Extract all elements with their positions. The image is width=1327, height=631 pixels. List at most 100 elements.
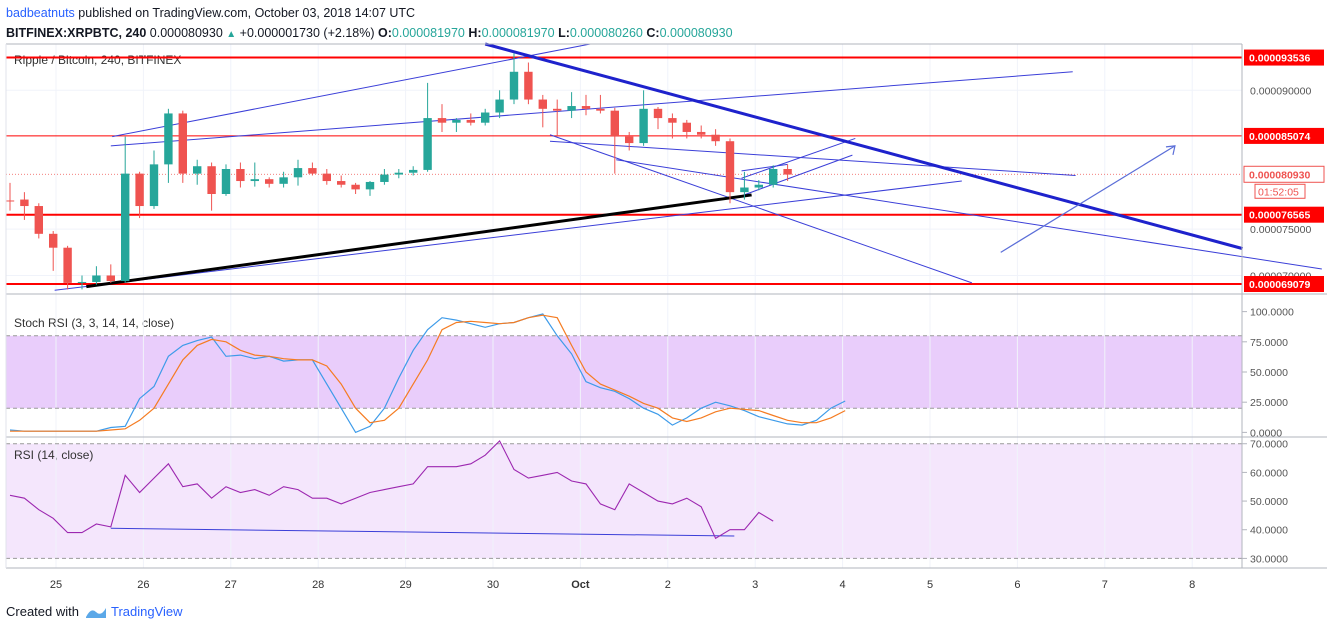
rsi-y-tick-label: 30.0000 bbox=[1250, 553, 1288, 565]
candle-body bbox=[322, 173, 331, 182]
descending-channel-mid bbox=[549, 140, 1076, 176]
candle-body bbox=[783, 169, 792, 175]
x-tick-label: Oct bbox=[571, 579, 590, 591]
high-value: 0.000081970 bbox=[481, 26, 555, 40]
author-link[interactable]: badbeatnuts bbox=[6, 6, 75, 20]
countdown-label: 01:52:05 bbox=[1258, 186, 1299, 198]
y-tick-label: 0.000090000 bbox=[1250, 85, 1311, 97]
x-tick-label: 2 bbox=[665, 579, 671, 591]
created-with-label: Created with bbox=[6, 604, 79, 619]
candle-body bbox=[20, 199, 29, 207]
stoch-y-tick-label: 75.0000 bbox=[1250, 337, 1288, 349]
wedge-top-short bbox=[741, 163, 788, 172]
price-tag-bg bbox=[1244, 127, 1324, 144]
price-tag-bg bbox=[1244, 206, 1324, 223]
low-label: L: bbox=[558, 26, 570, 40]
grid-lines bbox=[6, 44, 1242, 568]
close-label: C: bbox=[646, 26, 660, 40]
x-tick-label: 4 bbox=[840, 579, 846, 591]
candle-body bbox=[610, 110, 619, 137]
x-tick-label: 30 bbox=[487, 579, 499, 591]
candle-body bbox=[207, 166, 216, 194]
stoch-y-tick-label: 0.0000 bbox=[1250, 427, 1282, 439]
candle-body bbox=[34, 206, 43, 234]
x-tick-label: 26 bbox=[137, 579, 149, 591]
candle-body bbox=[625, 136, 634, 144]
major-downtrend-line bbox=[484, 42, 1244, 251]
candle-body bbox=[250, 179, 259, 182]
tradingview-logo-icon bbox=[85, 607, 106, 618]
projection-arrow-head bbox=[1165, 145, 1176, 155]
trendline-drawings[interactable] bbox=[6, 42, 1322, 537]
rsi-pane[interactable]: RSI (14, close) bbox=[6, 443, 1242, 559]
candle-body bbox=[5, 200, 15, 202]
change-value: +0.000001730 (+2.18%) bbox=[239, 26, 375, 40]
candle-body bbox=[279, 177, 288, 184]
candle-body bbox=[409, 169, 418, 173]
tradingview-brand[interactable]: TradingView bbox=[85, 604, 183, 619]
rsi-y-tick-label: 60.0000 bbox=[1250, 467, 1288, 479]
up-triangle-icon: ▲ bbox=[226, 29, 237, 40]
y-tick-label: 0.000075000 bbox=[1250, 224, 1311, 236]
candle-body bbox=[236, 169, 245, 182]
price-tags: 0.000093536 0.000085074 0.000080930 0.00007… bbox=[1243, 49, 1325, 293]
symbol-label: BITFINEX:XRPBTC, 240 bbox=[6, 26, 147, 40]
candle-body bbox=[509, 71, 519, 100]
price-tag-label: 0.000080930 bbox=[1249, 169, 1310, 181]
candle-body bbox=[380, 174, 389, 182]
rsi-y-tick-label: 50.0000 bbox=[1250, 496, 1288, 508]
x-tick-label: 5 bbox=[927, 579, 933, 591]
candle-body bbox=[725, 141, 735, 193]
candle-body bbox=[293, 168, 303, 178]
x-tick-label: 29 bbox=[399, 579, 411, 591]
price-tag-bg bbox=[1244, 49, 1324, 66]
footer: Created with TradingView bbox=[6, 604, 183, 619]
rsi-lines bbox=[9, 439, 774, 540]
candle-body bbox=[394, 172, 403, 175]
candle-body bbox=[423, 118, 432, 170]
rsi-y-tick-label: 70.0000 bbox=[1250, 439, 1288, 451]
candle-body bbox=[337, 181, 346, 185]
wedge-upper bbox=[741, 137, 856, 179]
candle-body bbox=[697, 131, 706, 135]
candle-body bbox=[121, 173, 130, 282]
candle-body bbox=[63, 247, 72, 283]
candle-body bbox=[524, 71, 533, 100]
candle-body bbox=[481, 112, 490, 123]
price-tag-label: 0.000076565 bbox=[1249, 210, 1310, 222]
candle-body bbox=[221, 169, 231, 194]
x-tick-label: 6 bbox=[1014, 579, 1020, 591]
candle-body bbox=[77, 281, 87, 283]
ohlc-line: BITFINEX:XRPBTC, 240 0.000080930 ▲ +0.00… bbox=[6, 23, 733, 45]
support-trendline bbox=[86, 193, 752, 289]
candle-body bbox=[495, 99, 504, 113]
x-tick-label: 7 bbox=[1102, 579, 1108, 591]
candles-group bbox=[5, 53, 792, 290]
brand-label: TradingView bbox=[110, 604, 183, 619]
candle-body bbox=[754, 184, 763, 188]
lower-channel-line bbox=[54, 180, 962, 291]
candle-body bbox=[711, 134, 720, 142]
stoch-y-tick-label: 50.0000 bbox=[1250, 367, 1288, 379]
x-tick-label: 3 bbox=[752, 579, 758, 591]
candle-body bbox=[351, 184, 360, 190]
wedge-lower bbox=[741, 154, 853, 197]
candle-body bbox=[265, 179, 274, 184]
chart-header: badbeatnuts published on TradingView.com… bbox=[6, 3, 733, 45]
candle-body bbox=[596, 108, 605, 111]
stoch-d-line bbox=[10, 314, 846, 432]
stoch-lines bbox=[9, 313, 846, 434]
candle-body bbox=[49, 233, 58, 248]
stoch-y-tick-label: 100.0000 bbox=[1250, 307, 1294, 319]
price-tag-bg bbox=[1243, 165, 1325, 183]
price-tag-label: 0.000085074 bbox=[1249, 131, 1310, 143]
candle-body bbox=[106, 275, 115, 282]
x-tick-label: 8 bbox=[1189, 579, 1195, 591]
countdown-bg bbox=[1254, 183, 1306, 199]
x-tick-label: 27 bbox=[225, 579, 237, 591]
x-tick-label: 25 bbox=[50, 579, 62, 591]
candle-body bbox=[538, 99, 547, 109]
candle-body bbox=[365, 181, 375, 190]
descending-channel-lower bbox=[549, 134, 973, 284]
